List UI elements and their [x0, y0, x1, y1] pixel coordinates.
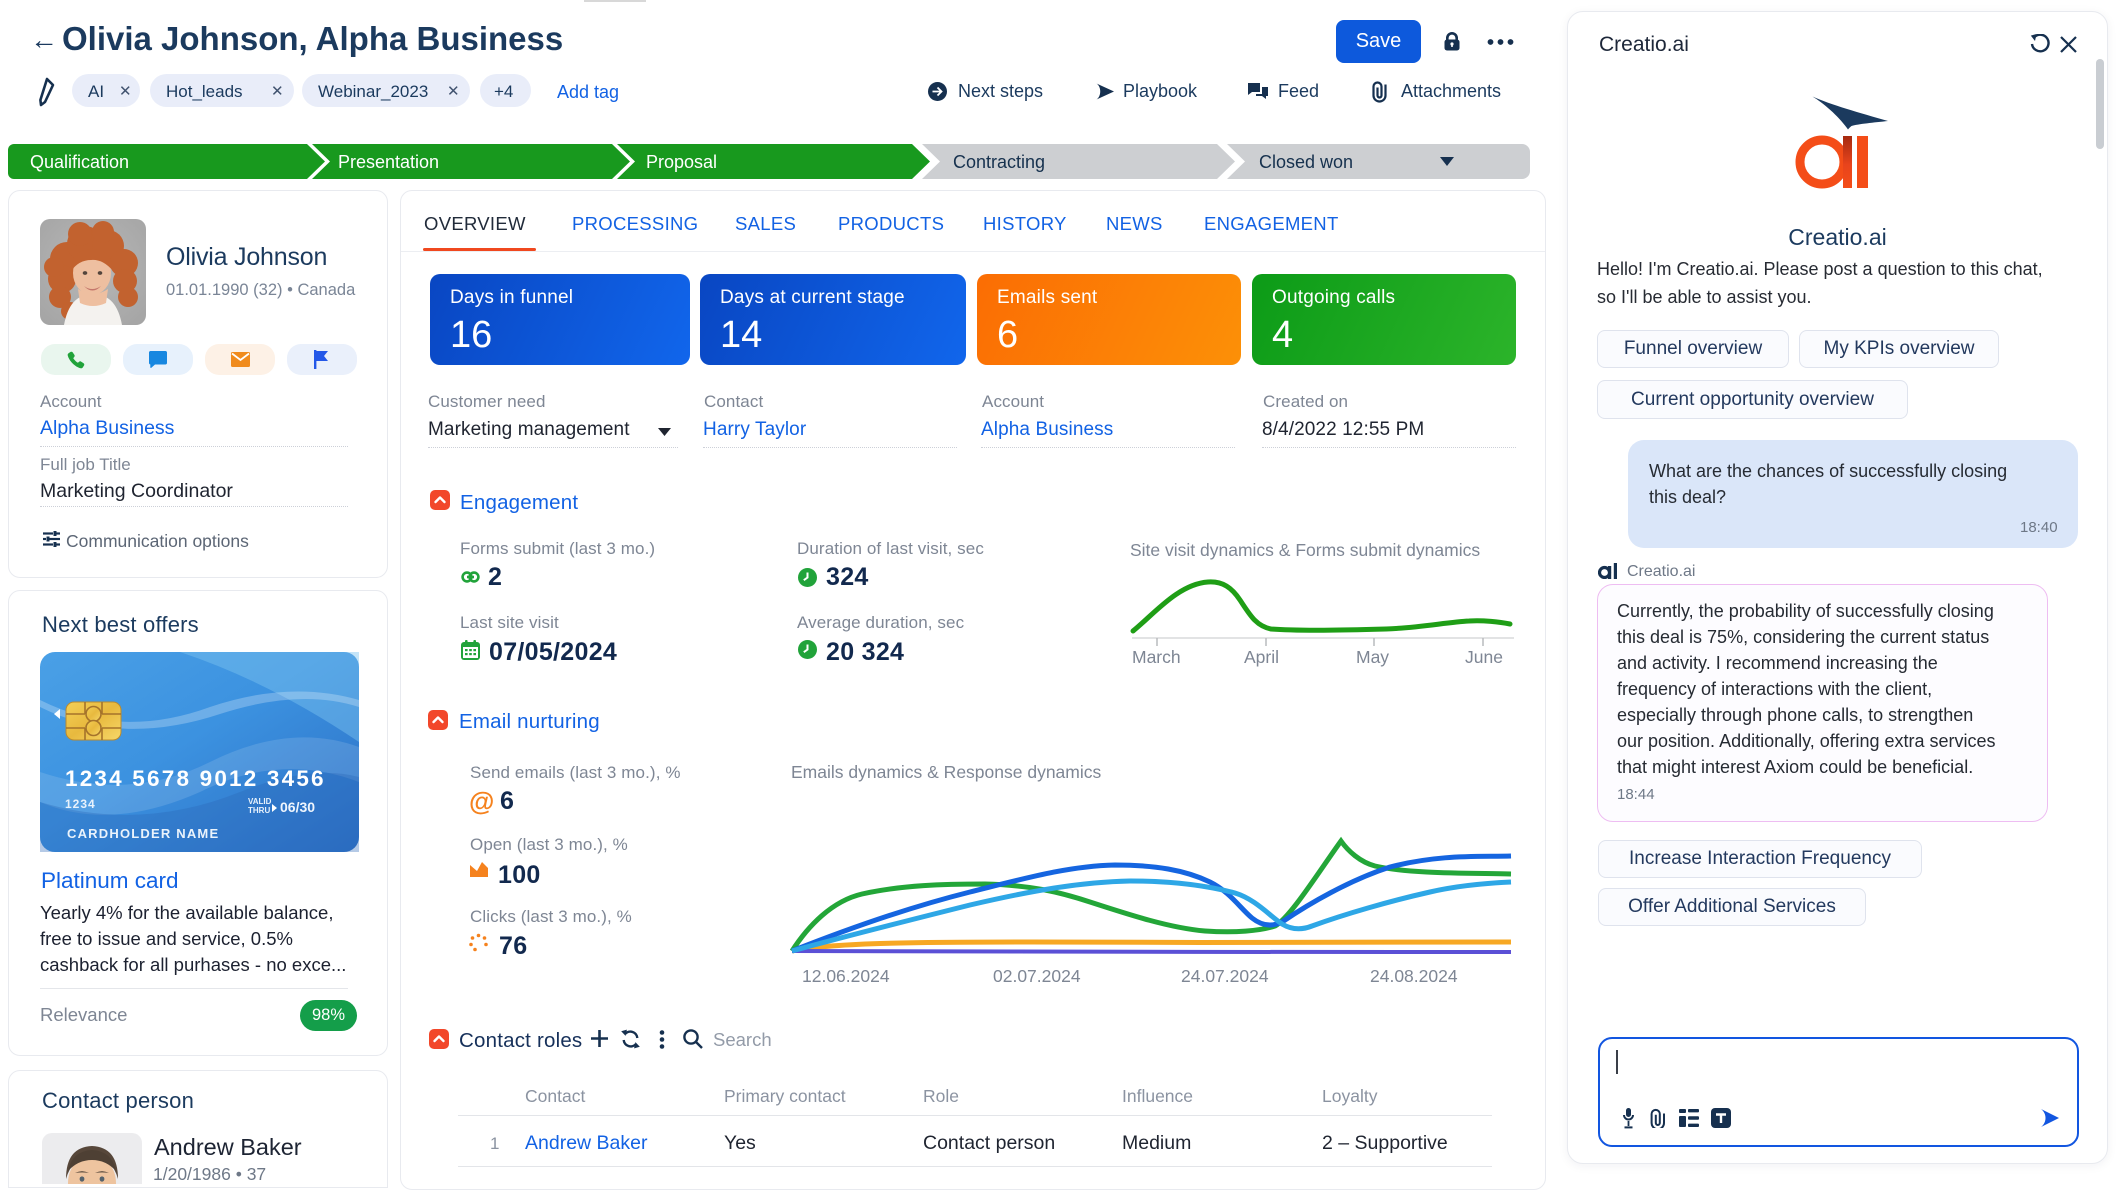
svg-text:24.07.2024: 24.07.2024: [1181, 966, 1269, 986]
svg-text:24.08.2024: 24.08.2024: [1370, 966, 1458, 986]
svg-text:VALID: VALID: [248, 797, 272, 806]
svg-text:THRU: THRU: [248, 806, 270, 815]
svg-text:02.07.2024: 02.07.2024: [993, 966, 1081, 986]
svg-text:March: March: [1132, 647, 1181, 667]
svg-text:1234: 1234: [65, 797, 96, 811]
svg-text:May: May: [1356, 647, 1389, 667]
svg-text:1234 5678 9012 3456: 1234 5678 9012 3456: [65, 766, 326, 791]
svg-text:CARDHOLDER NAME: CARDHOLDER NAME: [67, 826, 219, 841]
svg-text:12.06.2024: 12.06.2024: [802, 966, 890, 986]
svg-text:April: April: [1244, 647, 1279, 667]
svg-text:06/30: 06/30: [280, 799, 315, 815]
svg-text:June: June: [1465, 647, 1503, 667]
